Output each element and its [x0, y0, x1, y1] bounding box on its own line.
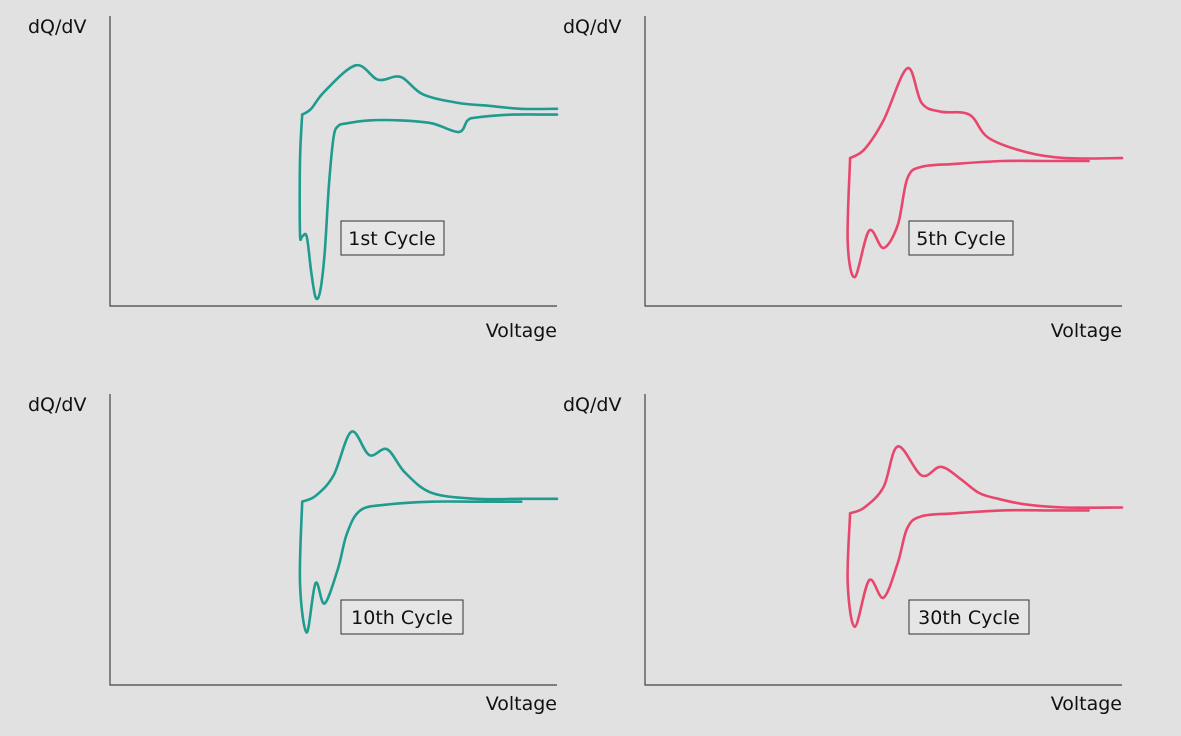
cycle-label-box: 30th Cycle [908, 599, 1030, 635]
panel-10th-cycle: dQ/dV Voltage 10th Cycle [28, 394, 559, 715]
discharge-curve [846, 508, 1090, 629]
x-axis-label: Voltage [486, 320, 557, 342]
x-axis-label: Voltage [486, 693, 557, 715]
cycle-label: 10th Cycle [351, 607, 453, 629]
panel-5th-cycle: dQ/dV Voltage 5th Cycle [563, 16, 1124, 342]
cycle-label: 1st Cycle [348, 228, 435, 250]
y-axis-label: dQ/dV [563, 394, 621, 416]
discharge-curve [298, 113, 559, 301]
y-axis-label: dQ/dV [28, 394, 86, 416]
cycle-label-box: 1st Cycle [340, 220, 445, 256]
cycle-label: 5th Cycle [916, 228, 1006, 250]
charge-curve [848, 445, 1124, 515]
cycle-label: 30th Cycle [918, 607, 1020, 629]
axes [109, 394, 557, 686]
axes [644, 16, 1122, 307]
charge-curve [848, 66, 1124, 160]
charge-curve [300, 430, 559, 503]
y-axis-label: dQ/dV [28, 16, 86, 38]
discharge-curve [298, 500, 523, 634]
axes [109, 16, 557, 307]
panel-1st-cycle: dQ/dV Voltage 1st Cycle [28, 16, 559, 342]
x-axis-label: Voltage [1051, 320, 1122, 342]
panel-30th-cycle: dQ/dV Voltage 30th Cycle [563, 394, 1124, 715]
cycle-label-box: 10th Cycle [340, 599, 464, 635]
discharge-curve [846, 156, 1090, 279]
axes [644, 394, 1122, 686]
charge-curve [300, 63, 559, 116]
y-axis-label: dQ/dV [563, 16, 621, 38]
x-axis-label: Voltage [1051, 693, 1122, 715]
cycle-label-box: 5th Cycle [908, 220, 1014, 256]
